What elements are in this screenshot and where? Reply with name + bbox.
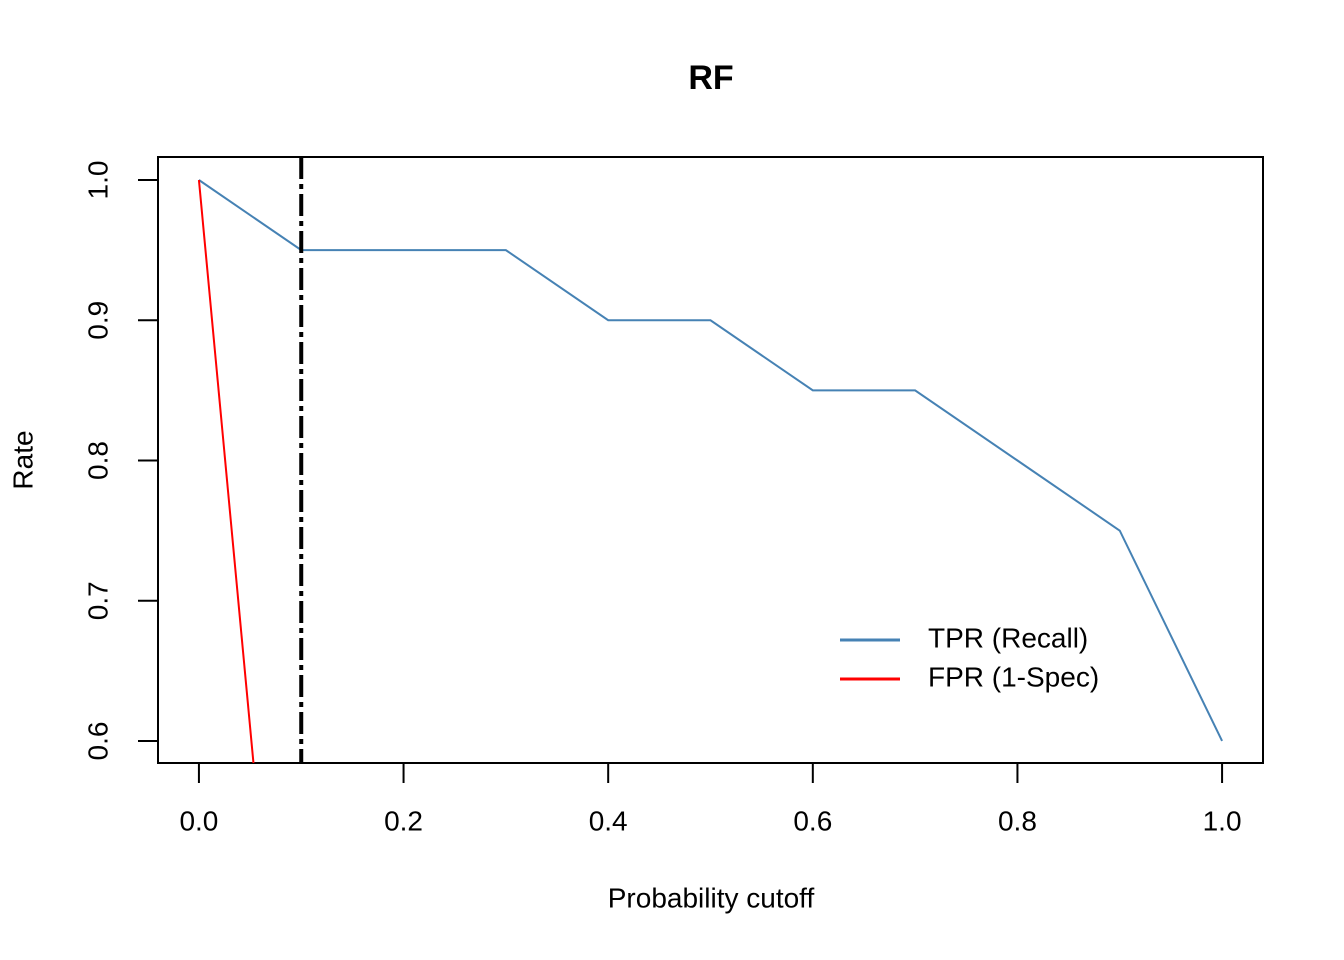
series-line xyxy=(197,179,255,763)
x-tick-label: 0.4 xyxy=(589,805,628,836)
plot-area xyxy=(197,157,1223,763)
y-tick-label: 1.0 xyxy=(82,161,113,200)
y-tick-label: 0.6 xyxy=(82,722,113,761)
x-tick-label: 1.0 xyxy=(1203,805,1242,836)
y-tick-label: 0.9 xyxy=(82,301,113,340)
chart-title: RF xyxy=(688,59,733,97)
x-tick-label: 0.0 xyxy=(179,805,218,836)
x-axis-label: Probability cutoff xyxy=(608,882,815,913)
y-axis-label: Rate xyxy=(7,430,38,489)
y-tick-label: 0.7 xyxy=(82,581,113,620)
x-tick-label: 0.6 xyxy=(793,805,832,836)
series-line xyxy=(198,179,1223,742)
x-tick-label: 0.2 xyxy=(384,805,423,836)
legend-label: FPR (1-Spec) xyxy=(928,661,1099,692)
y-tick-label: 0.8 xyxy=(82,441,113,480)
legend-label: TPR (Recall) xyxy=(928,622,1088,653)
x-tick-label: 0.8 xyxy=(998,805,1037,836)
